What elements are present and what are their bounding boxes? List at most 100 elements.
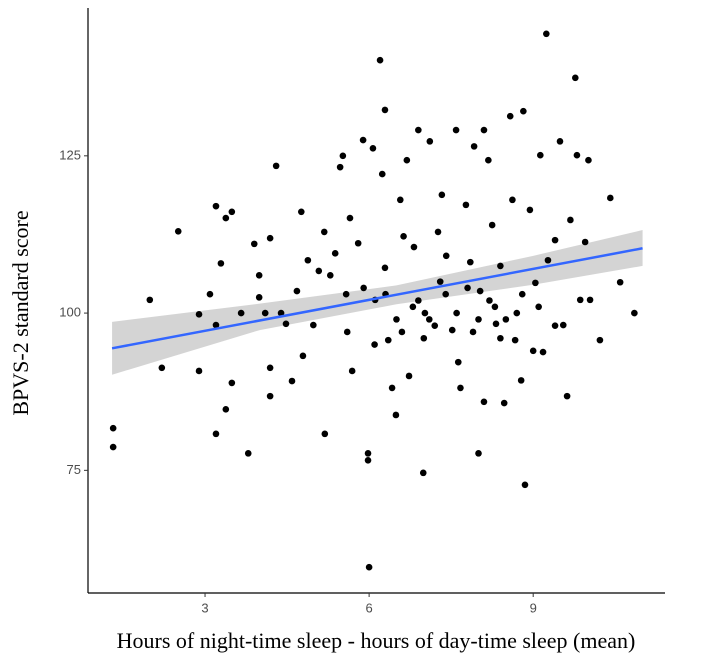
point xyxy=(586,296,594,304)
y-axis-title: BPVS-2 standard score xyxy=(8,210,33,415)
point xyxy=(576,296,584,304)
point xyxy=(511,336,519,344)
point xyxy=(509,196,516,204)
point xyxy=(526,206,534,214)
point xyxy=(559,321,567,329)
point xyxy=(518,290,526,298)
point xyxy=(556,138,564,145)
x-axis-title: Hours of night-time sleep - hours of day… xyxy=(117,628,636,653)
point xyxy=(419,469,427,477)
point xyxy=(315,267,323,275)
point xyxy=(228,379,236,387)
x-tick-label: 6 xyxy=(365,600,372,615)
point xyxy=(365,563,373,571)
point xyxy=(206,290,214,298)
point xyxy=(384,336,392,344)
point xyxy=(331,250,339,257)
point xyxy=(343,328,351,336)
point xyxy=(212,430,220,438)
point xyxy=(475,450,482,457)
point xyxy=(492,320,500,328)
point xyxy=(369,144,377,152)
point xyxy=(480,398,488,406)
point xyxy=(348,367,356,375)
point xyxy=(277,309,285,317)
point xyxy=(415,297,422,304)
point xyxy=(304,256,312,264)
point xyxy=(403,156,411,164)
point xyxy=(376,56,384,64)
point xyxy=(442,290,449,298)
point xyxy=(378,170,386,178)
point xyxy=(506,112,514,120)
point xyxy=(616,278,624,286)
point xyxy=(567,216,574,224)
point xyxy=(261,309,269,317)
point xyxy=(497,262,504,270)
point xyxy=(398,328,406,336)
point xyxy=(371,341,378,348)
point xyxy=(539,348,547,356)
point xyxy=(529,347,537,355)
point xyxy=(486,297,493,304)
point xyxy=(405,372,413,380)
point xyxy=(453,309,460,317)
point xyxy=(521,481,529,489)
point xyxy=(195,367,203,375)
point xyxy=(497,334,504,342)
point xyxy=(581,238,589,246)
point xyxy=(217,260,225,267)
point xyxy=(563,392,571,400)
point xyxy=(228,208,236,216)
point xyxy=(485,156,492,164)
point xyxy=(339,152,347,160)
point xyxy=(346,214,354,222)
point xyxy=(146,296,154,304)
trend-line xyxy=(111,247,643,350)
point xyxy=(442,252,450,260)
point xyxy=(466,258,474,266)
point xyxy=(502,316,510,323)
point xyxy=(342,290,350,298)
point xyxy=(537,151,544,159)
point xyxy=(359,136,367,144)
point xyxy=(535,303,542,311)
point xyxy=(266,234,274,242)
point xyxy=(551,322,559,329)
point xyxy=(250,240,258,248)
y-tick-label: 125 xyxy=(59,147,81,162)
point xyxy=(272,162,280,170)
point xyxy=(336,163,344,171)
y-tick-label: 100 xyxy=(59,305,81,320)
point xyxy=(596,336,604,344)
point xyxy=(573,151,581,159)
point xyxy=(109,424,117,432)
point xyxy=(513,309,521,317)
point xyxy=(364,450,372,457)
point xyxy=(282,320,290,328)
point xyxy=(297,208,305,216)
point xyxy=(381,106,389,114)
point xyxy=(255,294,263,301)
point xyxy=(532,279,539,287)
point xyxy=(299,352,307,360)
point xyxy=(491,303,499,311)
point xyxy=(354,239,362,247)
point xyxy=(360,284,367,292)
point xyxy=(438,191,446,199)
point xyxy=(425,316,433,323)
point xyxy=(266,364,274,372)
point xyxy=(421,309,429,317)
point xyxy=(174,228,182,235)
point xyxy=(480,126,488,134)
point xyxy=(410,243,418,251)
point xyxy=(464,284,471,292)
x-tick-label: 9 xyxy=(530,600,537,615)
point xyxy=(520,107,527,115)
point xyxy=(572,74,579,82)
point xyxy=(392,411,400,419)
point xyxy=(237,309,245,317)
point xyxy=(488,221,496,229)
point xyxy=(470,143,478,150)
